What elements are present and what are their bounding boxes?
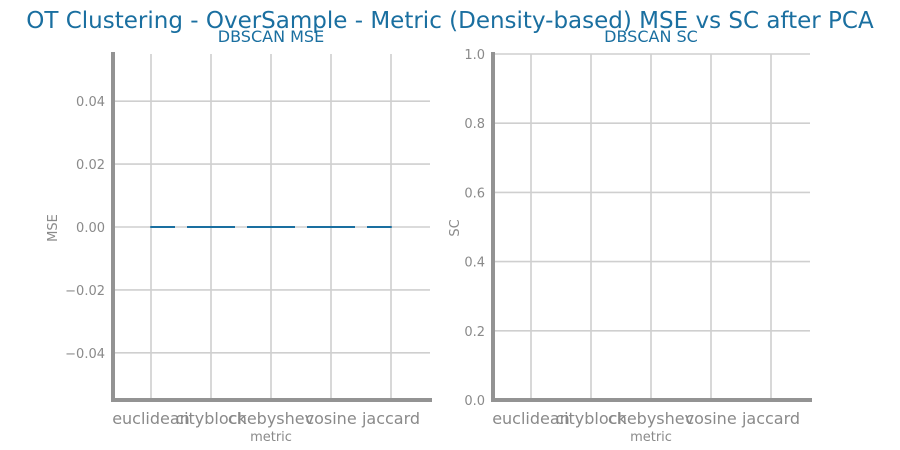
mse-x-tick-label: chebyshev xyxy=(228,409,314,428)
sc-y-tick-label: 1.0 xyxy=(464,48,485,63)
sc-y-tick-label: 0.8 xyxy=(464,117,485,132)
sc-x-tick-label: cityblock xyxy=(555,409,627,428)
mse-y-tick-label: −0.02 xyxy=(65,284,105,299)
mse-data-point xyxy=(210,226,212,228)
mse-data-point xyxy=(150,226,152,228)
sc-x-axis-label: metric xyxy=(630,430,672,445)
figure-suptitle: OT Clustering - OverSample - Metric (Den… xyxy=(26,8,874,34)
mse-chart-title: DBSCAN MSE xyxy=(218,27,324,46)
sc-x-tick-label: chebyshev xyxy=(608,409,694,428)
mse-x-tick-label: jaccard xyxy=(361,409,420,428)
sc-y-tick-label: 0.4 xyxy=(464,256,485,271)
sc-y-tick-label: 0.6 xyxy=(464,186,485,201)
sc-x-tick-label: euclidean xyxy=(492,409,570,428)
mse-y-tick-label: 0.00 xyxy=(76,221,105,236)
mse-data-point xyxy=(270,226,272,228)
sc-y-tick-label: 0.2 xyxy=(464,325,485,340)
mse-x-tick-label: euclidean xyxy=(112,409,190,428)
sc-x-tick-label: jaccard xyxy=(741,409,800,428)
mse-chart-panel: DBSCAN MSE metric MSE 0.04 0.02 0.00 −0.02 −… xyxy=(46,27,432,445)
mse-x-tick-label: cosine xyxy=(305,409,356,428)
mse-y-tick-label: 0.04 xyxy=(76,95,105,110)
sc-chart-title: DBSCAN SC xyxy=(604,27,698,46)
sc-y-tick-label: 0.0 xyxy=(464,394,485,409)
mse-y-tick-label: 0.02 xyxy=(76,158,105,173)
sc-y-axis-label: SC xyxy=(448,219,463,236)
mse-x-tick-label: cityblock xyxy=(175,409,247,428)
mse-y-tick-label: −0.04 xyxy=(65,347,105,362)
mse-x-axis-label: metric xyxy=(250,430,292,445)
mse-data-point xyxy=(330,226,332,228)
sc-chart-panel: DBSCAN SC metric SC 1.0 0.8 0.6 0.4 0.2 0.0 eu… xyxy=(448,27,812,445)
sc-x-tick-label: cosine xyxy=(685,409,736,428)
mse-y-axis-label: MSE xyxy=(46,214,61,242)
mse-data-point xyxy=(390,226,392,228)
